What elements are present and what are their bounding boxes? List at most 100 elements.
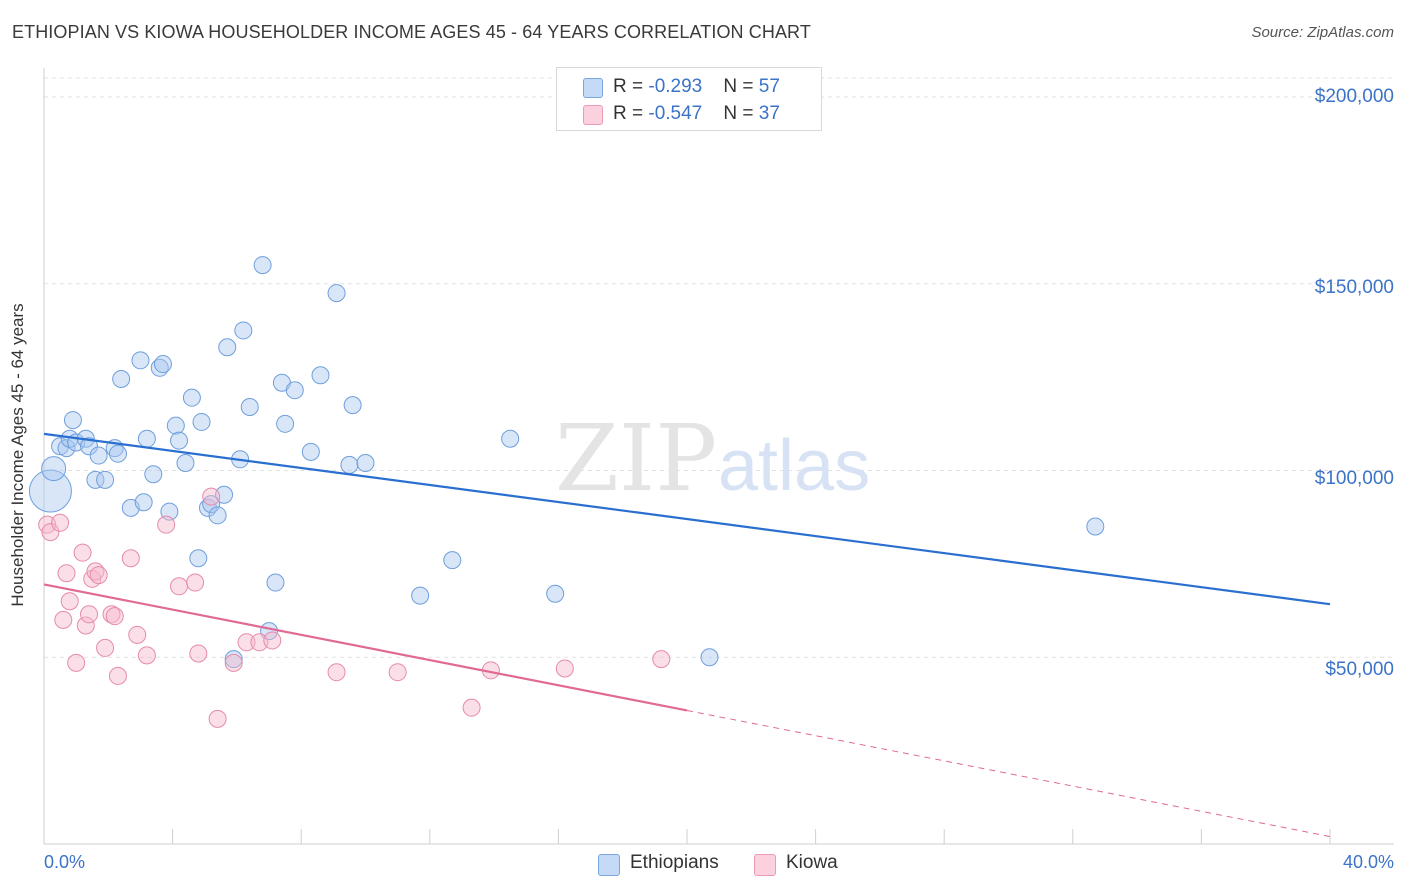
point-kiowa — [186, 573, 205, 592]
y-tick-label-200000: $200,000 — [1314, 86, 1394, 107]
point-ethiopians — [170, 431, 189, 450]
point-ethiopians — [96, 470, 115, 489]
trend-line-extension-kiowa — [686, 709, 1331, 838]
point-kiowa — [462, 698, 481, 717]
point-ethiopians — [134, 493, 153, 512]
point-ethiopians — [86, 470, 105, 489]
point-ethiopians — [189, 549, 208, 568]
point-ethiopians — [131, 351, 150, 370]
point-kiowa — [555, 659, 574, 678]
axes — [43, 68, 1394, 845]
source-label: Source: ZipAtlas.com — [1251, 24, 1394, 41]
data-points — [28, 256, 1105, 728]
point-ethiopians — [112, 369, 131, 388]
n-label: N = — [723, 103, 759, 124]
point-kiowa — [76, 616, 95, 635]
point-ethiopians — [63, 411, 82, 430]
n-label: N = — [723, 76, 759, 97]
y-axis-label: Householder Income Ages 45 - 64 years — [8, 303, 27, 607]
point-ethiopians — [311, 366, 330, 385]
point-kiowa — [327, 663, 346, 682]
correlation-legend: R = -0.293 N = 57 R = -0.547 N = 37 — [556, 67, 822, 131]
point-kiowa — [208, 709, 227, 728]
point-ethiopians — [153, 355, 172, 374]
trend-lines — [43, 432, 1331, 838]
r-label: R = — [613, 76, 649, 97]
point-kiowa — [102, 605, 121, 624]
point-kiowa — [105, 607, 124, 626]
r-value: -0.293 — [648, 76, 703, 97]
legend-label-ethiopians: Ethiopians — [630, 852, 719, 873]
point-kiowa — [121, 549, 140, 568]
point-kiowa — [57, 564, 76, 583]
x-tick-label-max: 40.0% — [1342, 852, 1394, 872]
point-ethiopians — [57, 439, 76, 458]
legend-label-kiowa: Kiowa — [786, 852, 838, 873]
point-kiowa — [54, 610, 73, 629]
y-tick-label-50000: $50,000 — [1325, 659, 1394, 680]
point-kiowa — [237, 633, 256, 652]
point-ethiopians — [411, 586, 430, 605]
point-ethiopians — [202, 495, 221, 514]
point-kiowa — [96, 638, 115, 657]
point-ethiopians — [546, 584, 565, 603]
grid — [44, 77, 1394, 658]
chart-title: ETHIOPIAN VS KIOWA HOUSEHOLDER INCOME AG… — [12, 22, 811, 42]
point-ethiopians — [356, 454, 375, 473]
point-ethiopians — [224, 650, 243, 669]
legend-swatch-ethiopians — [583, 78, 603, 98]
r-value: -0.547 — [648, 103, 703, 124]
n-value: 37 — [758, 103, 780, 124]
x-tick-label-min: 0.0% — [44, 852, 86, 872]
point-ethiopians — [1086, 517, 1105, 536]
point-kiowa — [224, 653, 243, 672]
point-ethiopians — [41, 456, 67, 482]
point-ethiopians — [276, 414, 295, 433]
point-kiowa — [170, 577, 189, 596]
point-kiowa — [388, 663, 407, 682]
point-kiowa — [60, 592, 79, 611]
legend-swatch-ethiopians — [598, 854, 620, 876]
point-kiowa — [89, 566, 108, 585]
watermark-atlas: atlas — [718, 426, 870, 506]
legend-swatch-kiowa — [754, 854, 776, 876]
point-ethiopians — [234, 321, 253, 340]
point-kiowa — [202, 487, 221, 506]
point-ethiopians — [108, 444, 127, 463]
point-ethiopians — [343, 396, 362, 415]
point-ethiopians — [700, 648, 719, 667]
point-kiowa — [263, 631, 282, 650]
point-ethiopians — [28, 469, 72, 513]
point-ethiopians — [301, 442, 320, 461]
point-ethiopians — [208, 506, 227, 525]
y-tick-label-150000: $150,000 — [1314, 277, 1394, 298]
point-ethiopians — [253, 256, 272, 275]
point-kiowa — [67, 653, 86, 672]
trend-line-ethiopians — [43, 432, 1331, 606]
point-ethiopians — [166, 416, 185, 435]
point-kiowa — [80, 605, 99, 624]
point-ethiopians — [80, 437, 99, 456]
n-value: 57 — [758, 76, 780, 97]
point-ethiopians — [501, 429, 520, 448]
point-ethiopians — [240, 398, 259, 417]
point-kiowa — [108, 666, 127, 685]
point-ethiopians — [443, 551, 462, 570]
point-kiowa — [128, 625, 147, 644]
point-ethiopians — [144, 465, 163, 484]
point-kiowa — [137, 646, 156, 665]
point-ethiopians — [340, 455, 359, 474]
point-ethiopians — [218, 338, 237, 357]
point-kiowa — [41, 523, 60, 542]
watermark-zip: ZIP — [555, 405, 717, 512]
point-ethiopians — [182, 388, 201, 407]
point-kiowa — [73, 543, 92, 562]
point-ethiopians — [285, 381, 304, 400]
r-label: R = — [613, 103, 649, 124]
point-kiowa — [652, 650, 671, 669]
y-tick-label-100000: $100,000 — [1314, 468, 1394, 489]
point-ethiopians — [192, 412, 211, 431]
trend-line-kiowa — [43, 583, 688, 712]
point-ethiopians — [266, 573, 285, 592]
